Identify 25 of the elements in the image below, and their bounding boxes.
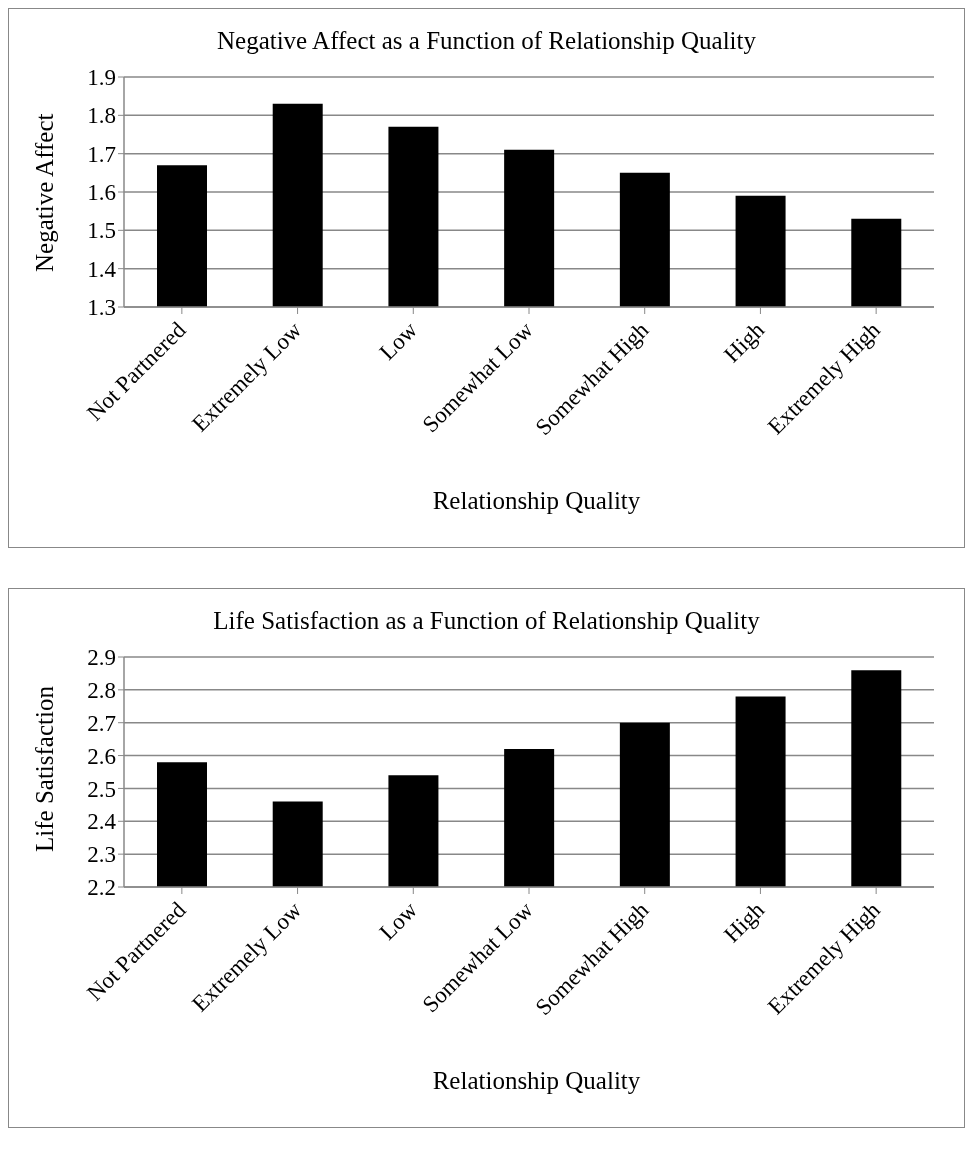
y-tick-label: 2.2 <box>87 875 116 901</box>
y-tick-label: 1.6 <box>87 180 116 206</box>
x-tick-label: High <box>719 896 770 948</box>
x-tick-label: Low <box>374 896 423 945</box>
y-tick-label: 1.3 <box>87 295 116 321</box>
y-tick-label: 2.9 <box>87 645 116 671</box>
y-tick-label: 1.9 <box>87 65 116 91</box>
y-tick-label: 2.4 <box>87 809 117 835</box>
y-tick-label: 2.6 <box>87 743 116 769</box>
x-axis-title: Relationship Quality <box>431 1067 642 1096</box>
y-tick-label: 2.7 <box>87 710 116 736</box>
y-axis-title: Life Satisfaction <box>30 685 58 852</box>
x-axis-title: Relationship Quality <box>431 487 642 516</box>
y-tick-label: 2.5 <box>87 776 116 802</box>
y-tick-label: 1.4 <box>87 256 117 282</box>
y-axis-title: Negative Affect <box>30 113 58 272</box>
y-tick-label: 2.8 <box>87 678 116 704</box>
y-tick-label: 2.3 <box>87 842 116 868</box>
y-tick-label: 1.5 <box>87 218 116 244</box>
y-tick-label: 1.8 <box>87 103 116 129</box>
y-tick-label: 1.7 <box>87 141 116 167</box>
chart-title: Negative Affect as a Function of Relationship Quality <box>216 26 757 56</box>
chart-title: Life Satisfaction as a Function of Relationship Quality <box>212 606 761 636</box>
x-tick-label: Low <box>374 316 423 365</box>
x-tick-label: High <box>719 316 770 368</box>
